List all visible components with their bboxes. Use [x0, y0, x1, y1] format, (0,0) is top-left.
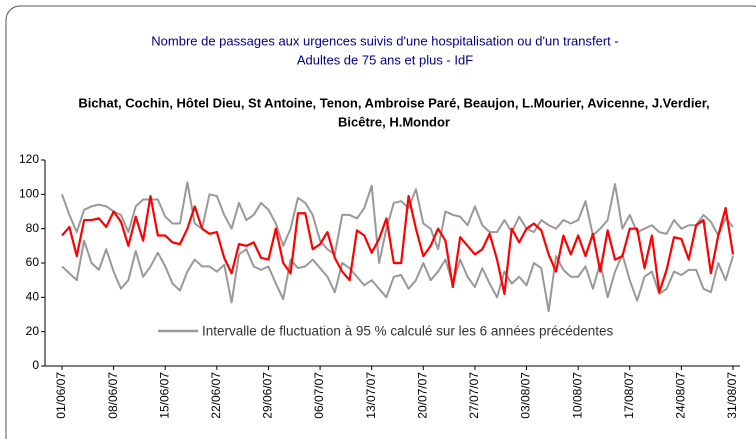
y-tick-label: 100 [19, 187, 39, 201]
interval-line [61, 181, 734, 264]
chart-subtitle: Bicêtre, H.Mondor [338, 114, 450, 129]
chart-subtitle: Bichat, Cochin, Hôtel Dieu, St Antoine, … [78, 95, 709, 110]
y-tick-label: 80 [26, 221, 40, 235]
x-tick-label: 13/07/07 [364, 372, 378, 419]
x-tick-label: 24/08/07 [674, 372, 688, 419]
x-tick-label: 29/06/07 [261, 372, 275, 419]
x-tick-label: 08/06/07 [106, 372, 120, 419]
x-tick-label: 01/06/07 [54, 372, 68, 419]
data-line [61, 194, 735, 295]
x-tick-label: 06/07/07 [312, 372, 326, 419]
chart-title: Adultes de 75 ans et plus - IdF [297, 52, 473, 67]
x-tick-label: 10/08/07 [570, 372, 584, 419]
x-tick-label: 20/07/07 [415, 372, 429, 419]
x-tick-label: 17/08/07 [622, 372, 636, 419]
x-tick-label: 22/06/07 [209, 372, 223, 419]
x-tick-label: 31/08/07 [725, 372, 739, 419]
x-tick-label: 27/07/07 [467, 372, 481, 419]
x-tick-label: 03/08/07 [519, 372, 533, 419]
x-tick-label: 15/06/07 [157, 372, 171, 419]
y-tick-label: 0 [32, 358, 39, 372]
y-tick-label: 20 [26, 324, 40, 338]
y-tick-label: 60 [26, 255, 40, 269]
y-tick-label: 120 [19, 152, 39, 166]
chart-title: Nombre de passages aux urgences suivis d… [151, 33, 618, 48]
legend-label: Intervalle de fluctuation à 95 % calculé… [202, 324, 614, 339]
y-tick-label: 40 [26, 290, 40, 304]
